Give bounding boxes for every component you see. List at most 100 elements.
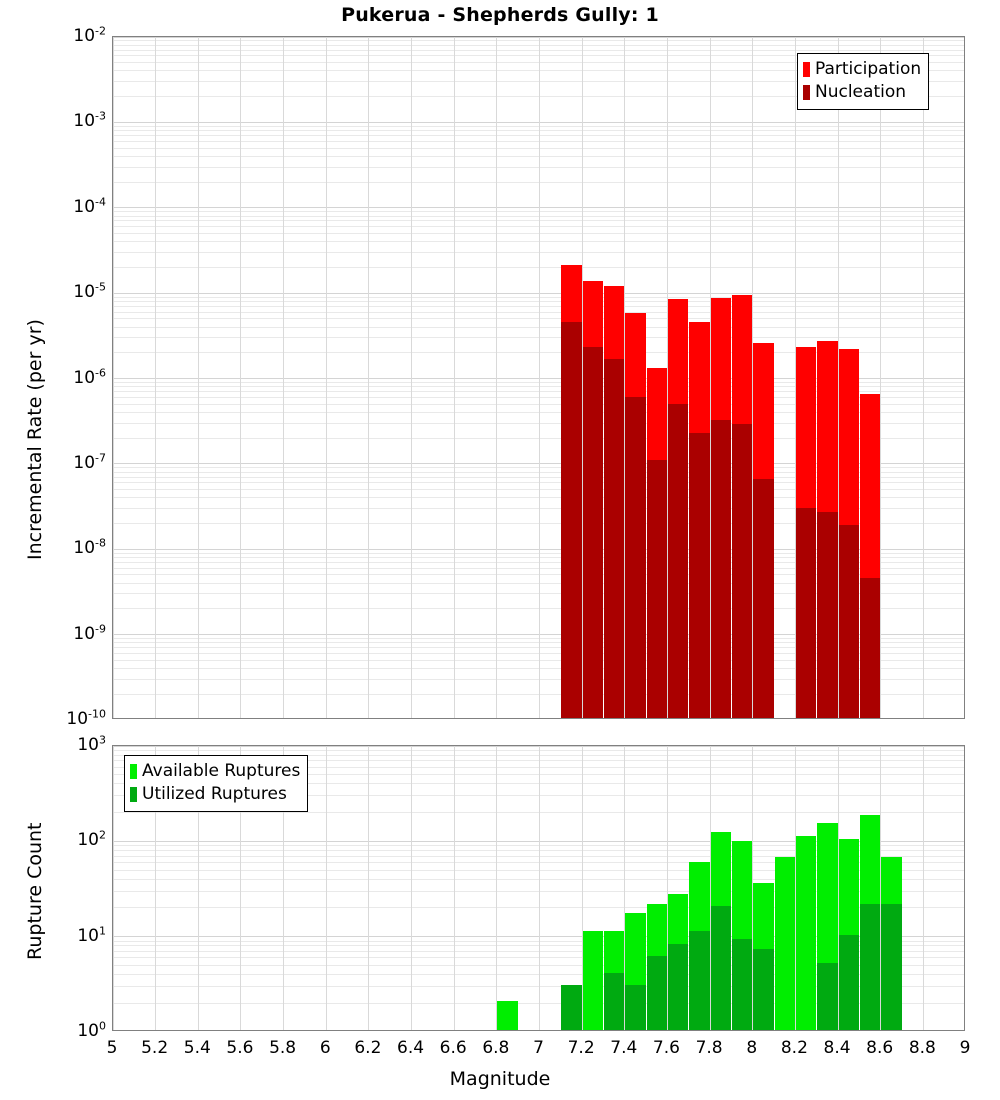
x-axis-tick-label: 7.8 [695, 1038, 723, 1058]
bar-segment-utilized [753, 949, 774, 1030]
gridline [113, 653, 964, 655]
vertical-gridline [880, 37, 882, 718]
y-axis-tick-label: 10-5 [73, 280, 106, 303]
chart-title: Pukerua - Shepherds Gully: 1 [341, 4, 659, 26]
bar-segment-utilized [731, 939, 753, 1030]
gridline [113, 840, 964, 842]
y-axis-tick-label: 10-4 [73, 195, 106, 217]
gridline [113, 678, 964, 680]
legend-item: Available Ruptures [130, 760, 300, 783]
y-axis-tick-label: 10-6 [73, 365, 106, 388]
gridline [113, 557, 964, 559]
gridline [113, 890, 964, 892]
bar-segment-utilized [646, 955, 667, 1030]
vertical-gridline [283, 37, 285, 718]
gridline [113, 40, 964, 42]
bar [646, 37, 667, 718]
gridline [113, 403, 964, 405]
gridline [113, 37, 964, 38]
gridline [113, 437, 964, 439]
top-panel-y-axis-title: Incremental Rate (per yr) [24, 319, 46, 560]
legend-color-swatch [130, 764, 137, 779]
bar [859, 37, 881, 718]
gridline [113, 766, 964, 768]
gridline [113, 760, 964, 762]
gridline [113, 552, 964, 554]
gridline [113, 795, 964, 797]
bar-segment-nucleation [859, 577, 881, 718]
bar [731, 746, 753, 1030]
gridline [113, 125, 964, 127]
bar [561, 746, 582, 1030]
bar [774, 746, 795, 1030]
bar [795, 746, 817, 1030]
gridline [113, 746, 964, 747]
bar [710, 746, 731, 1030]
vertical-gridline [922, 37, 924, 718]
rupture-count-panel [112, 745, 965, 1031]
gridline [113, 774, 964, 776]
legend-item: Participation [803, 58, 921, 81]
bar [582, 746, 603, 1030]
vertical-gridline [368, 746, 370, 1030]
gridline [113, 140, 964, 142]
gridline [113, 207, 964, 209]
x-axis-tick-label: 8.8 [908, 1038, 936, 1058]
x-axis-tick-label: 7.4 [610, 1038, 638, 1058]
gridline [113, 593, 964, 595]
gridline [113, 81, 964, 83]
gridline [113, 561, 964, 563]
bar-segment-nucleation [582, 347, 603, 718]
gridline [113, 974, 964, 976]
x-axis-tick-label: 5.8 [269, 1038, 297, 1058]
vertical-gridline [581, 746, 583, 1030]
gridline [113, 647, 964, 649]
bar [881, 746, 902, 1030]
vertical-gridline [752, 746, 754, 1030]
x-axis-tick-label: 6 [319, 1038, 331, 1058]
gridline [113, 300, 964, 302]
bar-segment-available [497, 1001, 518, 1030]
bar-segment-utilized [625, 984, 646, 1030]
bar-segment-utilized [689, 930, 710, 1030]
vertical-gridline [325, 37, 327, 718]
gridline [113, 582, 964, 584]
gridline [113, 467, 964, 469]
gridline [113, 508, 964, 510]
x-axis-tick-label: 5.2 [141, 1038, 169, 1058]
vertical-gridline [539, 746, 540, 1030]
vertical-gridline [453, 37, 455, 718]
bar-segment-utilized [838, 934, 859, 1030]
y-axis-tick-label: 10-7 [73, 451, 106, 473]
bar-segment-nucleation [795, 507, 817, 718]
x-axis-tick-label: 5 [106, 1038, 118, 1058]
gridline [113, 121, 964, 123]
gridline [113, 266, 964, 268]
bar [412, 746, 432, 1030]
bar [497, 746, 518, 1030]
vertical-gridline [581, 37, 583, 718]
vertical-gridline [624, 37, 626, 718]
legend-color-swatch [803, 85, 810, 100]
gridline [113, 964, 964, 966]
gridline [113, 70, 964, 72]
gridline [113, 936, 964, 938]
gridline [113, 861, 964, 863]
y-axis-tick-label: 10-8 [73, 536, 106, 559]
legend-item: Utilized Ruptures [130, 783, 300, 806]
x-axis-tick-label: 6.8 [482, 1038, 510, 1058]
bar-segment-nucleation [753, 479, 774, 718]
bar-segment-nucleation [561, 322, 582, 718]
vertical-gridline [880, 746, 882, 1030]
bar [795, 37, 817, 718]
gridline [113, 311, 964, 313]
gridline [113, 147, 964, 149]
gridline [113, 986, 964, 987]
bar-segment-utilized [603, 972, 625, 1030]
y-axis-tick-label: 10-2 [73, 24, 106, 46]
gridline [113, 396, 964, 398]
legend-label: Participation [815, 59, 922, 79]
gridline [113, 215, 964, 217]
bar [753, 37, 774, 718]
